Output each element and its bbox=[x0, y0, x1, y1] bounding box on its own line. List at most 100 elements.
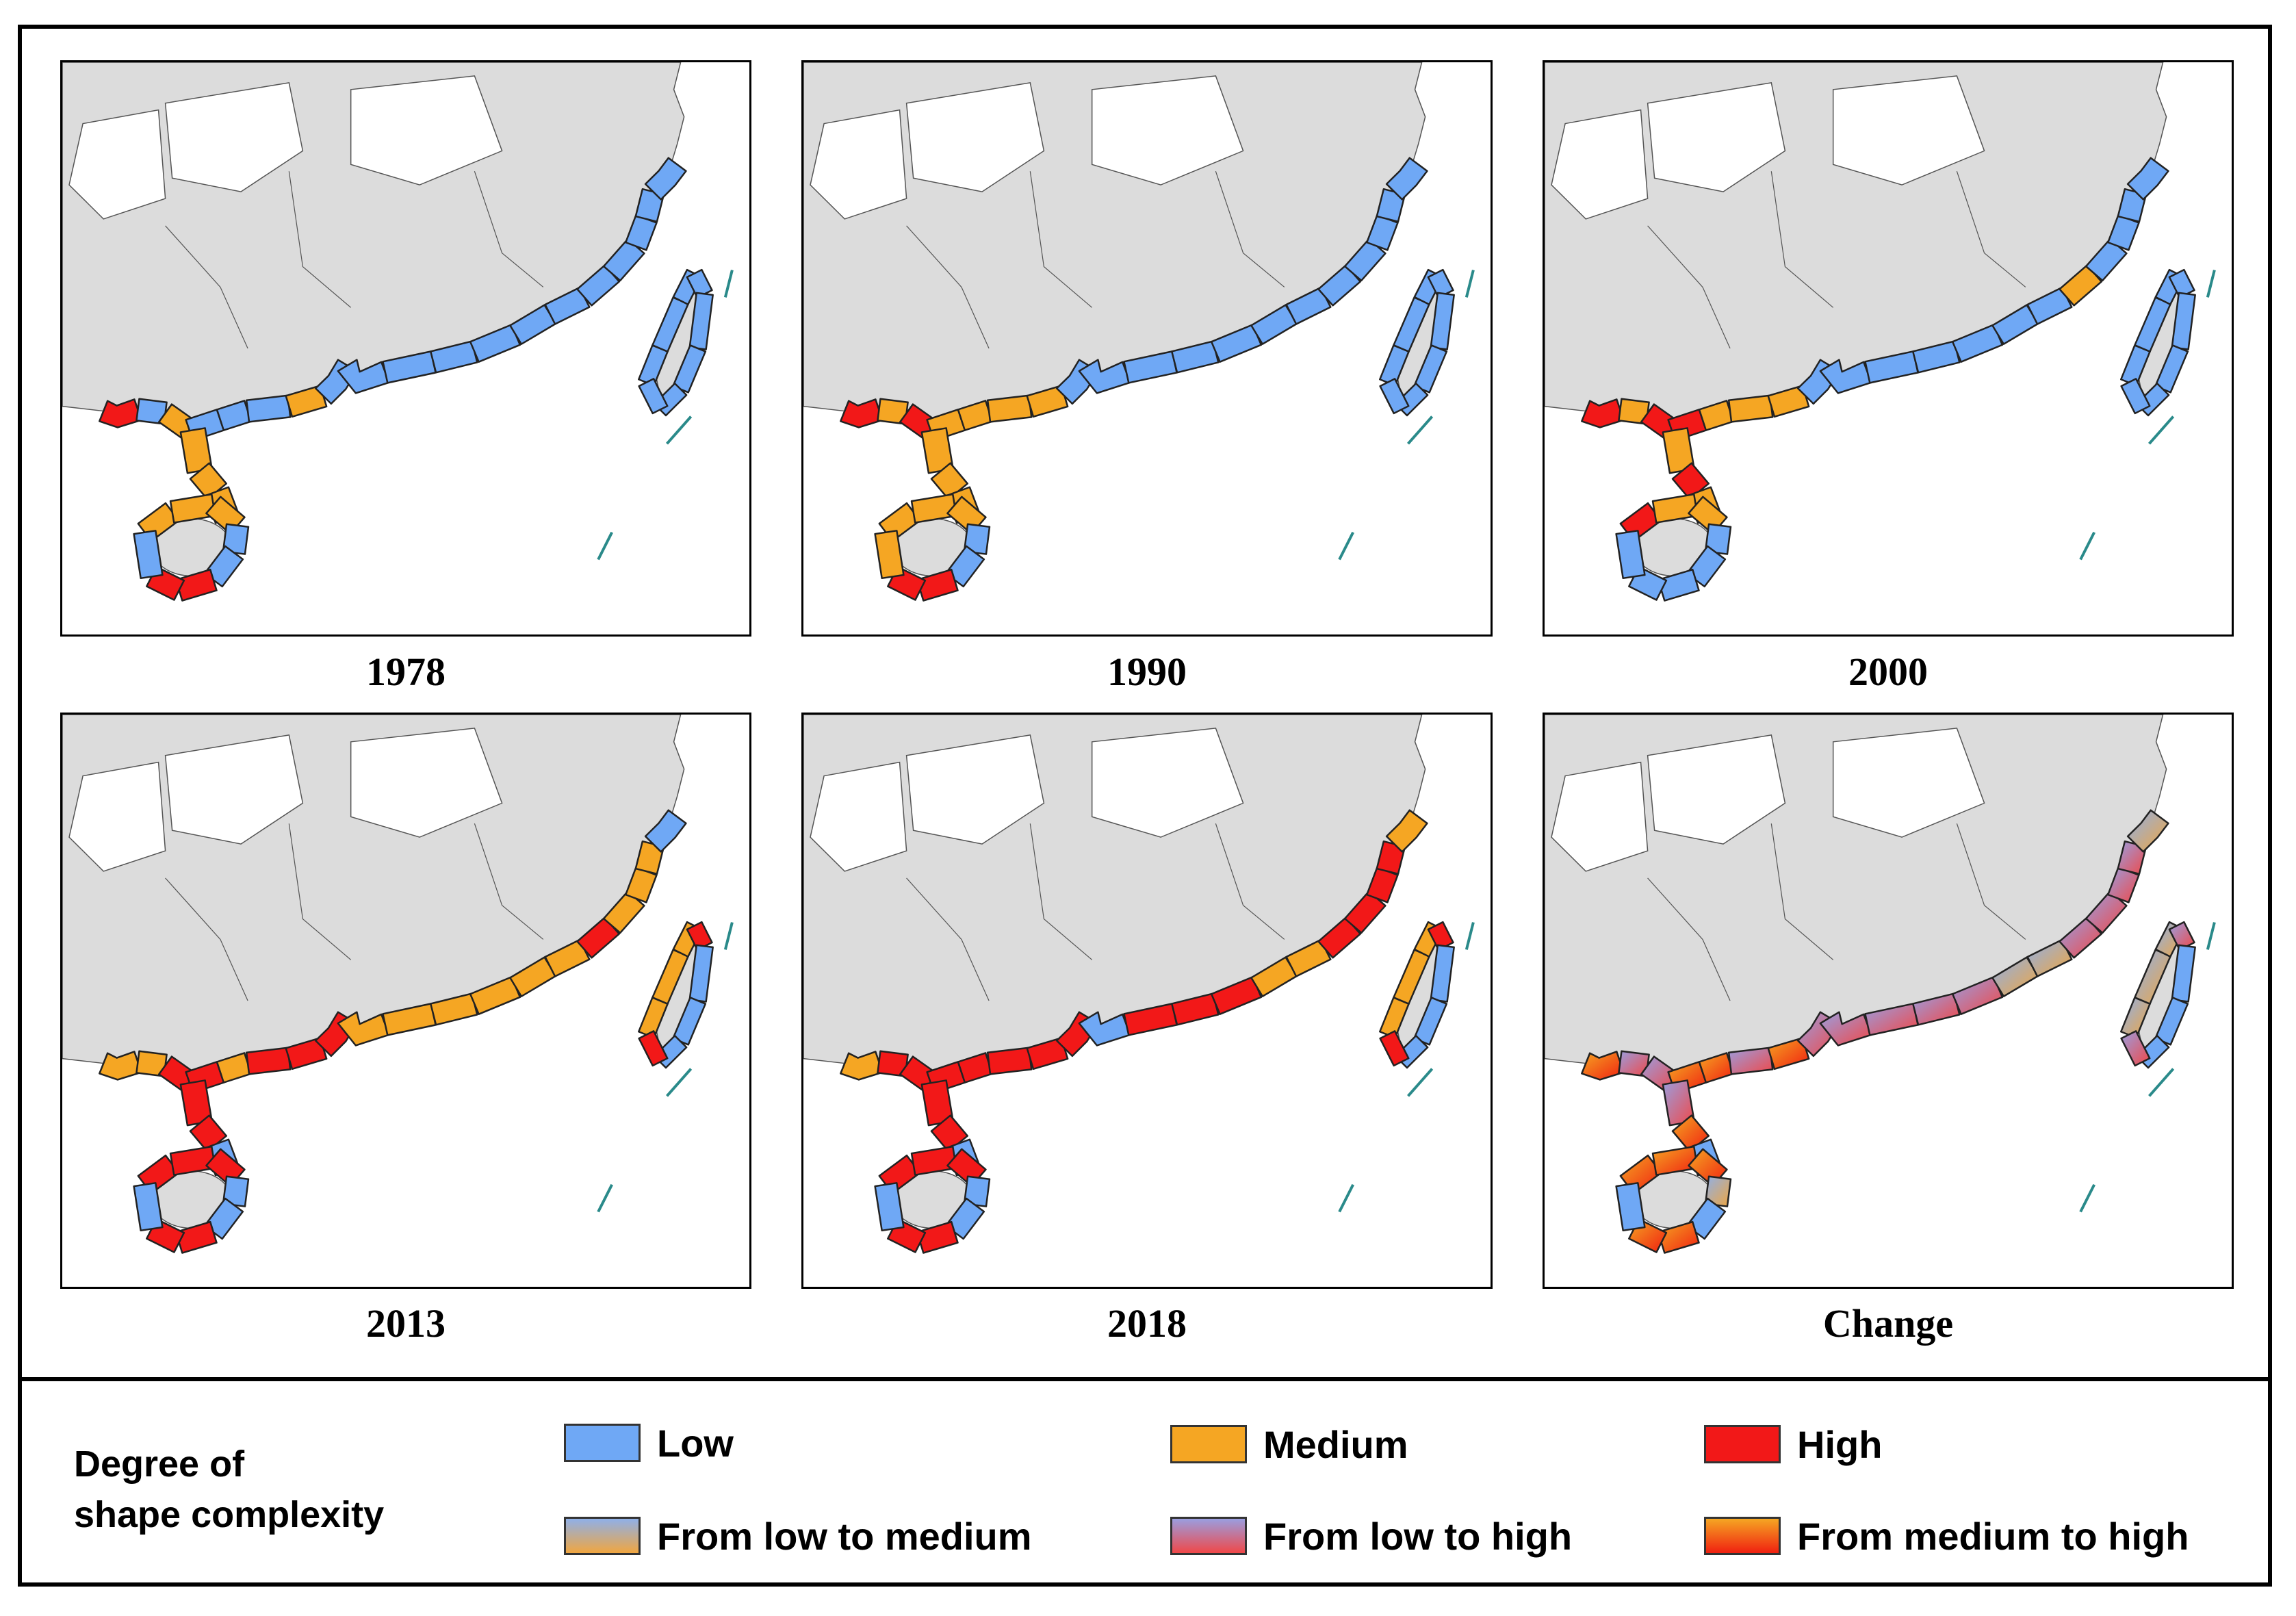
legend-swatch-medium bbox=[1170, 1425, 1247, 1463]
coastal-unit-c-8 bbox=[1078, 1011, 1131, 1047]
coastal-unit-t-7 bbox=[2120, 378, 2151, 415]
coastal-unit-c-1 bbox=[1618, 1050, 1650, 1077]
province-region bbox=[164, 734, 304, 845]
legend-swatch-low bbox=[564, 1424, 641, 1462]
province-boundary bbox=[474, 823, 544, 940]
island-line bbox=[723, 922, 734, 950]
coastal-unit-h-3 bbox=[222, 1175, 250, 1207]
coastal-unit-t-3 bbox=[686, 921, 713, 951]
province-boundary bbox=[1647, 877, 1731, 1001]
coastal-unit-h-7 bbox=[1615, 530, 1646, 580]
legend-swatch-high bbox=[1704, 1425, 1781, 1463]
coastal-unit-c-0 bbox=[1581, 1051, 1625, 1081]
coastal-unit-c-17 bbox=[2117, 840, 2147, 875]
province-region bbox=[68, 109, 166, 220]
island-line bbox=[597, 531, 613, 561]
coastal-unit-p-1 bbox=[189, 1114, 228, 1153]
coastal-unit-t-5 bbox=[2154, 344, 2189, 394]
legend-item-medium-to-high: From medium to high bbox=[1704, 1514, 2189, 1558]
province-region bbox=[68, 761, 166, 872]
coastal-unit-t-4 bbox=[2171, 292, 2196, 350]
island-line bbox=[2148, 1068, 2175, 1097]
island-line bbox=[1338, 1183, 1354, 1213]
coastal-unit-c-18 bbox=[2126, 157, 2169, 201]
coastal-unit-c-1 bbox=[877, 1050, 909, 1077]
legend-item-low-to-high: From low to high bbox=[1170, 1514, 1572, 1558]
coastal-unit-t-3 bbox=[2168, 268, 2195, 298]
coastal-unit-c-17 bbox=[1376, 840, 1406, 875]
panel-caption-1990: 1990 bbox=[1107, 650, 1187, 694]
province-region bbox=[1551, 109, 1649, 220]
province-boundary bbox=[1956, 823, 2026, 940]
province-region bbox=[1091, 75, 1244, 185]
coastal-unit-c-8 bbox=[337, 359, 390, 394]
province-boundary bbox=[1029, 823, 1093, 960]
coastal-unit-h-1 bbox=[169, 1145, 216, 1176]
coastal-unit-c-18 bbox=[1385, 157, 1428, 201]
panel-caption-2018: 2018 bbox=[1107, 1301, 1187, 1346]
coastal-unit-h-4 bbox=[944, 1197, 985, 1240]
legend-swatch-medium-to-high bbox=[1704, 1517, 1781, 1555]
province-boundary bbox=[288, 171, 352, 308]
province-region bbox=[350, 728, 503, 838]
coastal-unit-h-7 bbox=[133, 530, 164, 580]
province-boundary bbox=[906, 225, 990, 349]
island-line bbox=[1407, 415, 1434, 445]
map-panel-1978 bbox=[60, 60, 751, 637]
legend-label-low-to-high: From low to high bbox=[1263, 1514, 1573, 1558]
coastal-unit-h-3 bbox=[222, 523, 250, 555]
island-line bbox=[1338, 531, 1354, 561]
island-line bbox=[1407, 1068, 1434, 1097]
coastal-unit-c-4 bbox=[216, 1052, 253, 1083]
coastal-unit-c-1 bbox=[877, 398, 909, 425]
coastal-unit-c-4 bbox=[957, 400, 994, 431]
island-line bbox=[723, 270, 734, 298]
coastal-unit-c-5 bbox=[245, 394, 292, 423]
coastal-unit-t-7 bbox=[1379, 378, 1410, 415]
coastal-unit-h-4 bbox=[203, 1197, 244, 1240]
coastal-unit-h-5 bbox=[175, 568, 218, 602]
coastal-unit-c-18 bbox=[1385, 809, 1428, 853]
coastal-unit-h-1 bbox=[169, 493, 216, 524]
coastal-unit-c-8 bbox=[1819, 1011, 1872, 1047]
coastal-unit-c-18 bbox=[644, 809, 687, 853]
coastal-unit-c-5 bbox=[245, 1047, 292, 1075]
coastal-unit-h-1 bbox=[910, 1145, 957, 1176]
coastal-unit-h-1 bbox=[910, 493, 957, 524]
map-svg bbox=[1545, 62, 2232, 634]
coastal-unit-h-3 bbox=[963, 1175, 991, 1207]
coastal-unit-c-17 bbox=[634, 188, 665, 223]
island-line bbox=[2206, 270, 2216, 298]
legend-label-low: Low bbox=[657, 1421, 734, 1465]
legend-title: Degree of shape complexity bbox=[74, 1439, 430, 1540]
coastal-unit-h-1 bbox=[1651, 1145, 1699, 1176]
province-boundary bbox=[165, 877, 248, 1001]
coastal-unit-t-5 bbox=[672, 997, 707, 1046]
coastal-unit-h-4 bbox=[1686, 1197, 1727, 1240]
province-boundary bbox=[1770, 171, 1834, 308]
map-panel-2018 bbox=[801, 713, 1493, 1289]
coastal-unit-t-5 bbox=[672, 344, 707, 394]
coastal-unit-c-0 bbox=[1581, 398, 1625, 428]
province-region bbox=[905, 82, 1045, 192]
map-svg bbox=[1545, 715, 2232, 1287]
coastal-unit-h-7 bbox=[874, 1182, 905, 1232]
island-line bbox=[597, 1183, 613, 1213]
coastal-unit-c-17 bbox=[2117, 188, 2147, 223]
province-region bbox=[1832, 728, 1985, 838]
coastal-unit-t-3 bbox=[1427, 921, 1454, 951]
legend-divider bbox=[18, 1377, 2272, 1381]
island-line bbox=[2206, 922, 2216, 950]
coastal-unit-t-5 bbox=[1413, 344, 1448, 394]
coastal-unit-h-7 bbox=[874, 530, 905, 580]
coastal-unit-t-7 bbox=[638, 378, 669, 415]
province-region bbox=[810, 761, 907, 872]
coastal-unit-c-8 bbox=[1078, 359, 1131, 394]
coastal-unit-t-5 bbox=[1413, 997, 1448, 1046]
coastal-unit-c-5 bbox=[986, 394, 1033, 423]
coastal-unit-t-4 bbox=[688, 292, 714, 350]
coastal-unit-t-7 bbox=[1379, 1030, 1410, 1067]
map-svg bbox=[62, 715, 749, 1287]
coastal-unit-h-3 bbox=[1704, 523, 1732, 555]
coastal-unit-p-1 bbox=[930, 1114, 969, 1153]
